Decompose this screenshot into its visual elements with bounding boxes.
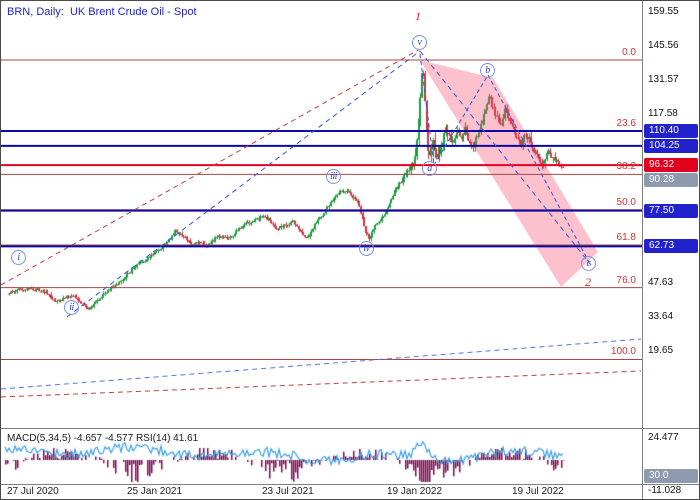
price-tick-33.64: 33.64: [648, 310, 674, 322]
candlestick-canvas[interactable]: [1, 1, 642, 428]
peak-to-wave-c-line: [419, 50, 592, 266]
price-badge-77.50: 77.50: [644, 203, 698, 218]
date-label: 19 Jan 2022: [387, 486, 443, 497]
price-tick-19.65: 19.65: [648, 344, 674, 356]
indicator-scale-max: 24.477: [648, 432, 679, 443]
price-chart-plot[interactable]: 0.0 23.6 38.2 50.0 61.8 76.0 100.0 i ii iii iv v a b c…: [1, 1, 642, 428]
projection-leg-b-c: [487, 74, 590, 263]
price-axis-column[interactable]: 24.477 30.0 -11.028 159.55 145.56 131.57 11…: [642, 1, 699, 499]
long-term-trendline-blue: [1, 338, 642, 390]
price-badge-62.73: 62.73: [644, 239, 698, 254]
date-label: 23 Jul 2021: [262, 486, 314, 497]
date-axis-divider: [1, 484, 699, 485]
wave-projection-zone: [420, 60, 598, 287]
macd-rsi-canvas[interactable]: [1, 429, 642, 484]
projection-leg-a-b: [433, 74, 489, 166]
long-term-trendline-red: [1, 370, 642, 398]
ascending-trendline-red: [1, 48, 421, 286]
chart-indicator-divider: [1, 428, 699, 429]
chart-overlay: [1, 48, 642, 398]
price-tick-159.55: 159.55: [648, 6, 679, 18]
projection-leg-v-a: [419, 53, 435, 166]
date-label: 25 Jan 2021: [127, 486, 183, 497]
chart-title: BRN, Daily: UK Brent Crude Oil - Spot: [7, 6, 197, 18]
price-tick-131.57: 131.57: [648, 73, 679, 85]
price-badge-110.40: 110.40: [644, 124, 698, 139]
price-tick-117.58: 117.58: [648, 107, 678, 119]
price-tick-47.63: 47.63: [648, 276, 674, 288]
price-badge-104.25: 104.25: [644, 138, 698, 153]
indicator-value-badge: 30.0: [644, 469, 698, 483]
indicator-panel[interactable]: MACD(5,34,5) -4.657 -4.577 RSI(14) 41.61: [1, 429, 642, 484]
date-label: 19 Jul 2022: [512, 486, 564, 497]
indicator-scale-min: -11.028: [648, 485, 682, 496]
price-tick-145.56: 145.56: [648, 39, 679, 51]
wave-ii-to-v-trendline: [66, 50, 421, 318]
price-badge-96.32: 96.32: [644, 158, 698, 173]
date-axis[interactable]: 27 Jul 2020 25 Jan 2021 23 Jul 2021 19 Jan …: [1, 485, 642, 499]
date-label: 27 Jul 2020: [7, 486, 59, 497]
indicator-label: MACD(5,34,5) -4.657 -4.577 RSI(14) 41.61: [7, 433, 199, 444]
price-badge-90.28: 90.28: [644, 172, 698, 187]
